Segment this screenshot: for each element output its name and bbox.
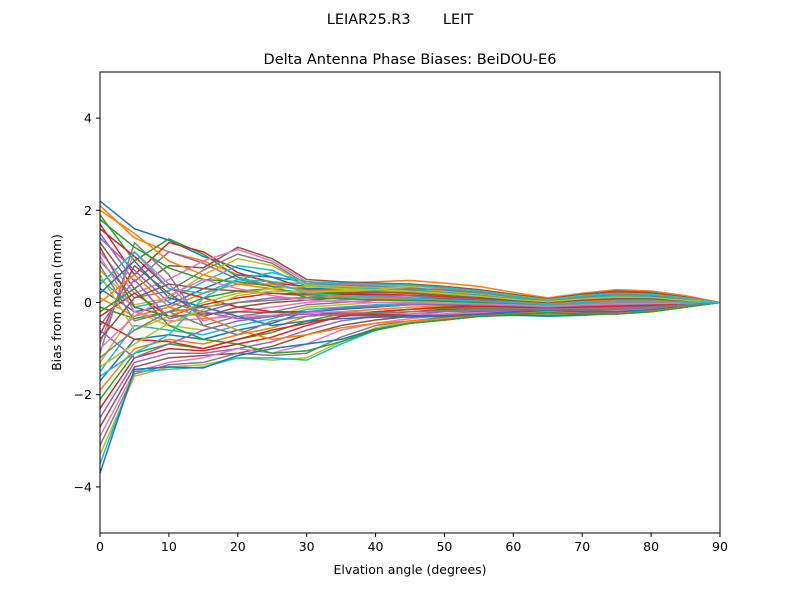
series-line-s41: [99, 260, 721, 327]
x-tick-label: 90: [712, 539, 728, 554]
x-axis-label: Elvation angle (degrees): [333, 562, 486, 577]
x-tick-label: 70: [574, 539, 590, 554]
series-line-s32: [99, 209, 721, 305]
series-line-s44: [99, 301, 721, 350]
series-line-s40: [99, 251, 721, 304]
x-tick-label: 50: [436, 539, 452, 554]
series-line-s47: [99, 278, 721, 350]
x-tick-label: 60: [505, 539, 521, 554]
y-tick-label: −4: [74, 479, 92, 494]
plot-frame: [99, 71, 721, 534]
y-tick-label: 4: [84, 111, 92, 126]
x-tick-label: 20: [230, 539, 246, 554]
series-line-s46: [99, 283, 721, 340]
y-tick-label: −2: [74, 387, 92, 402]
series-line-s49: [99, 288, 721, 368]
y-tick-label: 2: [84, 203, 92, 218]
x-tick-label: 80: [643, 539, 659, 554]
series-line-s43: [99, 287, 721, 354]
series-line-s20: [99, 301, 721, 373]
series-line-s27: [99, 301, 721, 437]
y-tick-label: 0: [84, 295, 92, 310]
axis-ticks: 0 10 20 30 40 50 60 70 80 90 −4 −2 0 2 4: [74, 111, 728, 554]
series-line-s10: [99, 264, 721, 308]
chart-title: Delta Antenna Phase Biases: BeiDOU-E6: [264, 52, 557, 68]
figure-suptitle: LEIAR25.R3 LEIT: [327, 12, 474, 28]
y-axis-label: Bias from mean (mm): [49, 234, 64, 371]
series-line-s6: [99, 242, 721, 304]
plot-lines: [99, 200, 721, 474]
x-tick-label: 30: [299, 539, 315, 554]
series-line-s48: [99, 301, 721, 359]
x-tick-label: 40: [368, 539, 384, 554]
series-line-s22: [99, 301, 721, 391]
x-tick-label: 0: [96, 539, 104, 554]
x-tick-label: 10: [161, 539, 177, 554]
series-line-s50: [99, 278, 721, 377]
